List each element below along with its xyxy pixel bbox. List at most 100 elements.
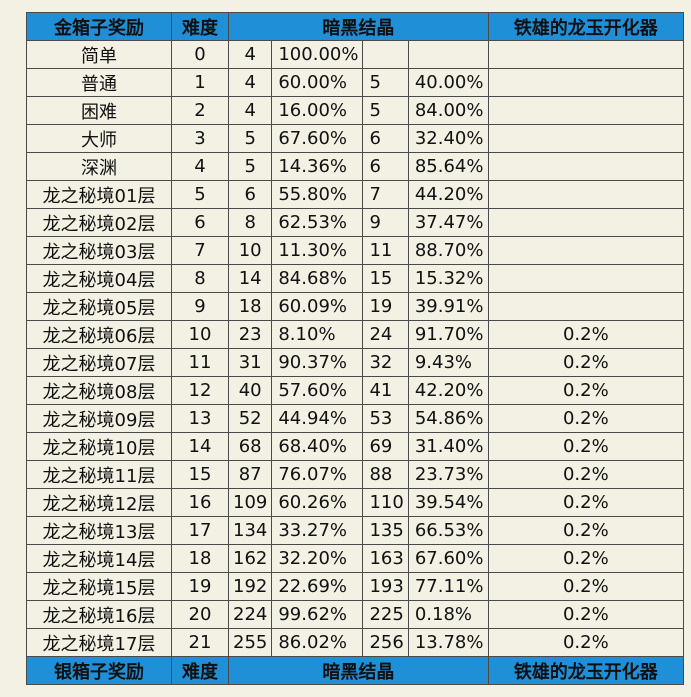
cell-difficulty: 18 [171, 544, 229, 573]
cell-crystal-chance-b [407, 40, 489, 69]
cell-name: 龙之秘境12层 [26, 488, 172, 517]
cell-difficulty: 1 [171, 68, 229, 97]
cell-crystal-count-b: 6 [362, 124, 409, 153]
cell-crystal-chance-a: 67.60% [271, 124, 364, 153]
cell-crystal-chance-b: 37.47% [407, 208, 489, 237]
cell-crystal-count-b: 256 [362, 628, 409, 657]
cell-name: 龙之秘境03层 [26, 236, 172, 265]
cell-crystal-count-b: 15 [362, 264, 409, 293]
cell-dragon-chance: 0.2% [487, 376, 684, 405]
cell-crystal-chance-a: 76.07% [271, 460, 364, 489]
cell-difficulty: 9 [171, 292, 229, 321]
cell-crystal-chance-a: 99.62% [271, 600, 364, 629]
cell-crystal-count-b: 9 [362, 208, 409, 237]
cell-difficulty: 0 [171, 40, 229, 69]
cell-crystal-count-b: 11 [362, 236, 409, 265]
cell-crystal-chance-b: 66.53% [407, 516, 489, 545]
cell-crystal-chance-a: 86.02% [271, 628, 364, 657]
cell-crystal-count-b: 88 [362, 460, 409, 489]
cell-crystal-chance-b: 88.70% [407, 236, 489, 265]
cell-difficulty: 16 [171, 488, 229, 517]
cell-crystal-chance-b: 85.64% [407, 152, 489, 181]
cell-name: 龙之秘境08层 [26, 376, 172, 405]
cell-crystal-chance-b: 9.43% [407, 348, 489, 377]
cell-crystal-count-b: 163 [362, 544, 409, 573]
cell-crystal-count-b: 41 [362, 376, 409, 405]
table-row: 龙之秘境07层 11 31 90.37% 32 9.43% 0.2% [26, 348, 684, 377]
cell-crystal-chance-b: 44.20% [407, 180, 489, 209]
cell-crystal-count-a: 10 [227, 236, 273, 265]
cell-crystal-chance-a: 16.00% [271, 96, 364, 125]
cell-dragon-chance: 0.2% [487, 544, 684, 573]
table-row: 龙之秘境08层 12 40 57.60% 41 42.20% 0.2% [26, 376, 684, 405]
cell-crystal-count-b: 32 [362, 348, 409, 377]
cell-crystal-count-a: 255 [227, 628, 273, 657]
cell-crystal-chance-b: 54.86% [407, 404, 489, 433]
cell-crystal-chance-b: 39.54% [407, 488, 489, 517]
cell-crystal-count-b: 6 [362, 152, 409, 181]
cell-dragon-chance [487, 180, 684, 209]
header-crystal: 暗黑结晶 [228, 12, 489, 41]
table-row: 普通 1 4 60.00% 5 40.00% [26, 68, 684, 97]
header-box: 金箱子奖励 [26, 12, 172, 41]
cell-crystal-chance-a: 100.00% [271, 40, 364, 69]
cell-crystal-chance-b: 15.32% [407, 264, 489, 293]
cell-crystal-chance-a: 84.68% [271, 264, 364, 293]
cell-crystal-count-a: 109 [227, 488, 273, 517]
cell-name: 龙之秘境16层 [26, 600, 172, 629]
cell-difficulty: 20 [171, 600, 229, 629]
table-row: 龙之秘境12层 16 109 60.26% 110 39.54% 0.2% [26, 488, 684, 517]
table-row: 龙之秘境01层 5 6 55.80% 7 44.20% [26, 180, 684, 209]
table-row: 深渊 4 5 14.36% 6 85.64% [26, 152, 684, 181]
silver-header-crystal: 暗黑结晶 [228, 656, 489, 685]
table-row: 龙之秘境17层 21 255 86.02% 256 13.78% 0.2% [26, 628, 684, 657]
cell-crystal-count-a: 4 [227, 68, 273, 97]
cell-crystal-chance-a: 11.30% [271, 236, 364, 265]
table-row: 龙之秘境16层 20 224 99.62% 225 0.18% 0.2% [26, 600, 684, 629]
cell-crystal-count-b: 69 [362, 432, 409, 461]
cell-crystal-chance-b: 84.00% [407, 96, 489, 125]
table-row: 龙之秘境04层 8 14 84.68% 15 15.32% [26, 264, 684, 293]
cell-crystal-count-a: 5 [227, 152, 273, 181]
cell-crystal-count-a: 162 [227, 544, 273, 573]
cell-crystal-count-b [362, 40, 409, 69]
cell-crystal-count-b: 19 [362, 292, 409, 321]
cell-dragon-chance: 0.2% [487, 600, 684, 629]
cell-crystal-count-b: 110 [362, 488, 409, 517]
cell-crystal-count-a: 14 [227, 264, 273, 293]
cell-crystal-count-a: 68 [227, 432, 273, 461]
cell-difficulty: 15 [171, 460, 229, 489]
cell-crystal-count-a: 4 [227, 40, 273, 69]
cell-crystal-count-a: 192 [227, 572, 273, 601]
silver-header-row: 银箱子奖励 难度 暗黑结晶 铁雄的龙玉开化器 [26, 656, 684, 685]
table-row: 龙之秘境10层 14 68 68.40% 69 31.40% 0.2% [26, 432, 684, 461]
silver-header-dragon: 铁雄的龙玉开化器 [487, 656, 684, 685]
cell-dragon-chance: 0.2% [487, 572, 684, 601]
cell-dragon-chance: 0.2% [487, 488, 684, 517]
cell-crystal-count-a: 18 [227, 292, 273, 321]
cell-name: 困难 [26, 96, 172, 125]
cell-crystal-count-b: 225 [362, 600, 409, 629]
cell-crystal-chance-a: 8.10% [271, 320, 364, 349]
cell-crystal-count-b: 193 [362, 572, 409, 601]
cell-difficulty: 8 [171, 264, 229, 293]
cell-crystal-chance-b: 0.18% [407, 600, 489, 629]
cell-crystal-count-b: 5 [362, 68, 409, 97]
cell-dragon-chance: 0.2% [487, 348, 684, 377]
table-row: 龙之秘境11层 15 87 76.07% 88 23.73% 0.2% [26, 460, 684, 489]
cell-name: 简单 [26, 40, 172, 69]
cell-name: 龙之秘境02层 [26, 208, 172, 237]
cell-difficulty: 11 [171, 348, 229, 377]
cell-name: 龙之秘境06层 [26, 320, 172, 349]
table-row: 困难 2 4 16.00% 5 84.00% [26, 96, 684, 125]
cell-dragon-chance [487, 152, 684, 181]
cell-difficulty: 21 [171, 628, 229, 657]
cell-dragon-chance: 0.2% [487, 516, 684, 545]
cell-crystal-chance-a: 90.37% [271, 348, 364, 377]
cell-name: 龙之秘境10层 [26, 432, 172, 461]
cell-dragon-chance [487, 292, 684, 321]
cell-crystal-chance-a: 32.20% [271, 544, 364, 573]
cell-difficulty: 2 [171, 96, 229, 125]
cell-difficulty: 19 [171, 572, 229, 601]
cell-crystal-chance-a: 60.26% [271, 488, 364, 517]
